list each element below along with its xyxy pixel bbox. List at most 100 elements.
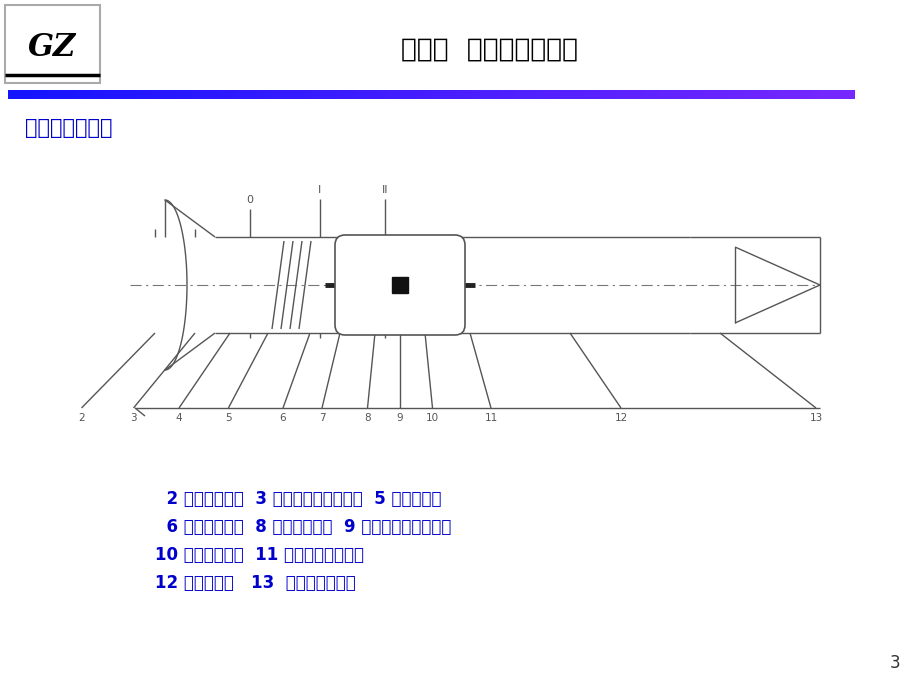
Bar: [837, 90, 841, 99]
Bar: [468, 90, 471, 99]
Bar: [244, 90, 248, 99]
Bar: [806, 90, 810, 99]
Bar: [73, 90, 76, 99]
Bar: [172, 90, 175, 99]
Bar: [363, 90, 367, 99]
Bar: [460, 90, 462, 99]
Bar: [753, 90, 755, 99]
Bar: [248, 90, 251, 99]
Bar: [626, 90, 629, 99]
Bar: [321, 90, 324, 99]
Bar: [586, 90, 589, 99]
Bar: [8, 90, 11, 99]
Bar: [296, 90, 299, 99]
Bar: [739, 90, 742, 99]
Bar: [412, 90, 414, 99]
Bar: [572, 90, 575, 99]
Bar: [276, 90, 279, 99]
Bar: [795, 90, 799, 99]
Bar: [727, 90, 731, 99]
Bar: [335, 90, 338, 99]
Bar: [668, 90, 671, 99]
Text: 3: 3: [130, 413, 137, 423]
Bar: [265, 90, 268, 99]
Bar: [90, 90, 93, 99]
Bar: [563, 90, 567, 99]
Bar: [653, 90, 657, 99]
Bar: [36, 90, 40, 99]
Text: 5: 5: [225, 413, 232, 423]
Bar: [42, 90, 45, 99]
Bar: [169, 90, 172, 99]
Bar: [442, 90, 446, 99]
Bar: [299, 90, 301, 99]
Bar: [502, 90, 505, 99]
Bar: [290, 90, 293, 99]
Bar: [608, 90, 612, 99]
Bar: [22, 90, 26, 99]
Bar: [64, 90, 68, 99]
Bar: [719, 90, 722, 99]
Bar: [840, 90, 844, 99]
Bar: [366, 90, 369, 99]
Bar: [318, 90, 322, 99]
Bar: [152, 90, 155, 99]
Bar: [225, 90, 229, 99]
Bar: [284, 90, 288, 99]
Bar: [175, 90, 177, 99]
Bar: [829, 90, 832, 99]
Bar: [705, 90, 708, 99]
Bar: [642, 90, 646, 99]
Bar: [85, 90, 87, 99]
Text: 7: 7: [318, 413, 325, 423]
Bar: [87, 90, 90, 99]
Bar: [631, 90, 635, 99]
Bar: [191, 90, 195, 99]
Bar: [747, 90, 750, 99]
Bar: [104, 90, 108, 99]
Bar: [14, 90, 17, 99]
Bar: [832, 90, 834, 99]
Bar: [730, 90, 733, 99]
Bar: [262, 90, 266, 99]
Bar: [312, 90, 316, 99]
Bar: [772, 90, 776, 99]
Text: 10: 10: [425, 413, 438, 423]
Bar: [391, 90, 395, 99]
Bar: [281, 90, 285, 99]
Text: 10 出口总压耙；  11 异步交流电动机；: 10 出口总压耙； 11 异步交流电动机；: [154, 546, 364, 564]
Bar: [505, 90, 507, 99]
Bar: [206, 90, 209, 99]
Bar: [251, 90, 254, 99]
Bar: [386, 90, 390, 99]
Bar: [233, 90, 237, 99]
Bar: [448, 90, 451, 99]
Bar: [423, 90, 425, 99]
Bar: [315, 90, 319, 99]
Bar: [744, 90, 747, 99]
Bar: [278, 90, 282, 99]
Bar: [30, 90, 34, 99]
Bar: [420, 90, 423, 99]
Bar: [259, 90, 262, 99]
Bar: [699, 90, 702, 99]
Bar: [267, 90, 271, 99]
Bar: [479, 90, 482, 99]
Bar: [710, 90, 713, 99]
Bar: [527, 90, 530, 99]
Bar: [758, 90, 762, 99]
Bar: [202, 90, 206, 99]
Bar: [81, 90, 85, 99]
Bar: [561, 90, 564, 99]
Bar: [600, 90, 604, 99]
Bar: [211, 90, 214, 99]
Bar: [56, 90, 59, 99]
Bar: [188, 90, 192, 99]
Text: 0: 0: [246, 195, 254, 205]
Bar: [118, 90, 121, 99]
Bar: [242, 90, 245, 99]
Bar: [369, 90, 372, 99]
Bar: [651, 90, 654, 99]
Bar: [552, 90, 556, 99]
Bar: [539, 90, 541, 99]
